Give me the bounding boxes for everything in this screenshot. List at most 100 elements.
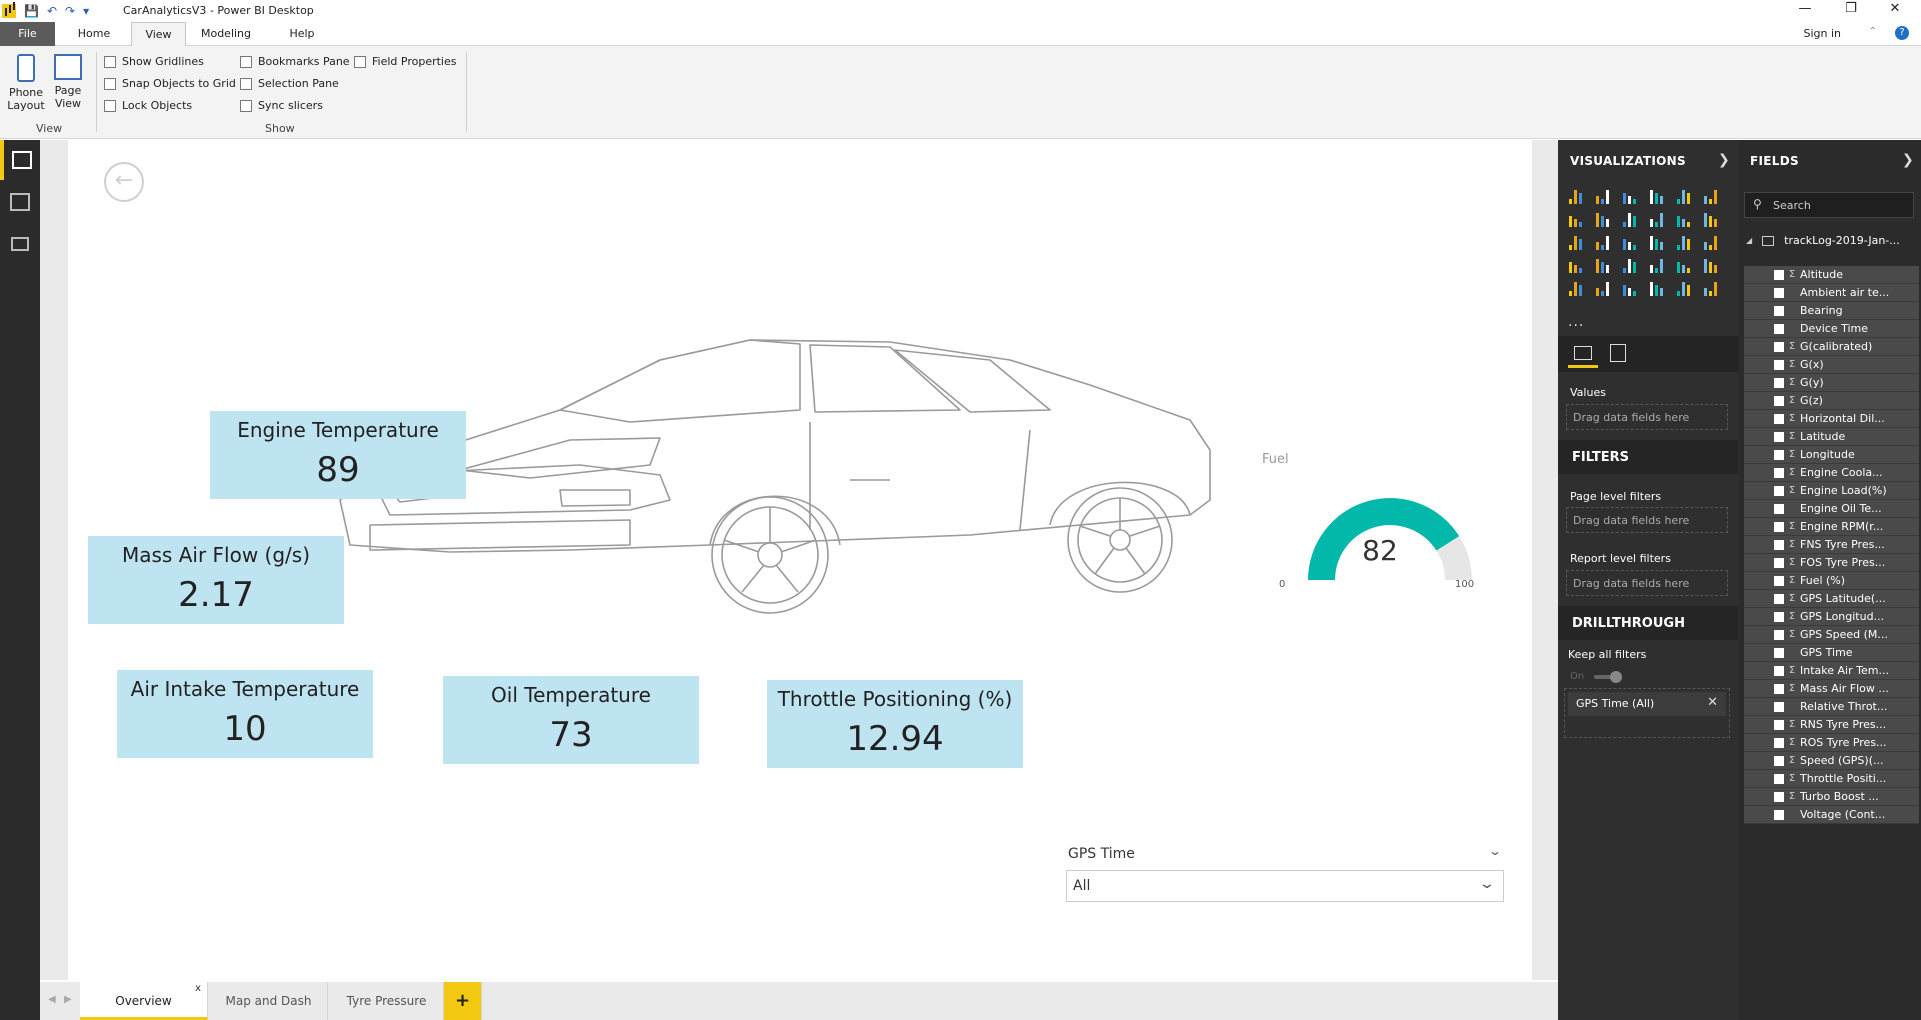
values-drop-zone[interactable]: Drag data fields here — [1566, 404, 1728, 430]
throttle-positioning-card[interactable]: Throttle Positioning (%) 12.94 — [767, 680, 1023, 768]
visual-type-icon[interactable] — [1674, 234, 1692, 252]
save-icon[interactable]: 💾 — [24, 4, 39, 18]
tab-help[interactable]: Help — [289, 27, 315, 40]
field-item[interactable]: Σ ROS Tyre Pres... — [1744, 734, 1919, 752]
visual-type-icon[interactable] — [1701, 211, 1719, 229]
field-item[interactable]: Σ Speed (GPS)(... — [1744, 752, 1919, 770]
field-item[interactable]: Σ Intake Air Tem... — [1744, 662, 1919, 680]
tab-file[interactable]: File — [0, 22, 55, 46]
field-checkbox[interactable] — [1774, 377, 1784, 388]
field-checkbox[interactable] — [1774, 341, 1784, 352]
field-item[interactable]: Σ G(y) — [1744, 374, 1919, 392]
field-item[interactable]: Relative Throt... — [1744, 698, 1919, 716]
field-item[interactable]: Σ Engine Coola... — [1744, 464, 1919, 482]
mass-air-flow-card[interactable]: Mass Air Flow (g/s) 2.17 — [88, 536, 344, 624]
field-checkbox[interactable] — [1774, 539, 1784, 550]
restore-icon[interactable]: ❐ — [1845, 1, 1857, 16]
field-item[interactable]: Σ GPS Speed (M... — [1744, 626, 1919, 644]
visual-type-icon[interactable] — [1647, 257, 1665, 275]
field-checkbox[interactable] — [1774, 449, 1784, 460]
field-checkbox[interactable] — [1774, 737, 1784, 748]
visual-type-icon[interactable] — [1566, 280, 1584, 298]
field-item[interactable]: Σ Turbo Boost ... — [1744, 788, 1919, 806]
field-checkbox[interactable] — [1774, 395, 1784, 406]
field-checkbox[interactable] — [1774, 683, 1784, 694]
redo-icon[interactable]: ↷ — [65, 4, 76, 18]
data-view-button[interactable] — [0, 182, 40, 222]
page-view-button[interactable]: Page View — [50, 54, 86, 110]
field-item[interactable]: Σ Horizontal Dil... — [1744, 410, 1919, 428]
visual-type-icon[interactable] — [1620, 188, 1638, 206]
back-arrow-icon[interactable]: ← — [104, 162, 144, 202]
undo-icon[interactable]: ↶ — [46, 4, 58, 18]
field-checkbox[interactable] — [1774, 611, 1784, 622]
visual-type-icon[interactable] — [1593, 211, 1611, 229]
field-item[interactable]: Σ RNS Tyre Pres... — [1744, 716, 1919, 734]
field-properties-checkbox[interactable]: Field Properties — [354, 55, 456, 68]
keep-filters-toggle[interactable]: On — [1570, 670, 1623, 683]
engine-temperature-card[interactable]: Engine Temperature 89 — [210, 411, 466, 499]
field-item[interactable]: Ambient air te... — [1744, 284, 1919, 302]
expand-triangle-icon[interactable]: ◢ — [1746, 236, 1753, 245]
visual-type-icon[interactable] — [1647, 280, 1665, 298]
visual-type-icon[interactable] — [1701, 188, 1719, 206]
field-item[interactable]: Σ G(calibrated) — [1744, 338, 1919, 356]
field-checkbox[interactable] — [1774, 269, 1784, 280]
field-item[interactable]: Σ Engine RPM(r... — [1744, 518, 1919, 536]
collapse-ribbon-icon[interactable]: ⌃ — [1868, 26, 1877, 37]
visual-type-icon[interactable] — [1647, 211, 1665, 229]
fields-search-input[interactable]: ⚲ Search — [1744, 192, 1914, 218]
collapse-visualizations-icon[interactable]: ❯ — [1718, 152, 1730, 168]
customize-toolbar-icon[interactable]: ▾ — [83, 4, 90, 18]
sync-slicers-checkbox[interactable]: Sync slicers — [240, 99, 323, 112]
visual-type-icon[interactable] — [1674, 211, 1692, 229]
page-tab-map-and-dash[interactable]: Map and Dash — [210, 982, 328, 1020]
field-checkbox[interactable] — [1774, 701, 1784, 712]
visual-type-icon[interactable] — [1566, 234, 1584, 252]
field-item[interactable]: Voltage (Cont... — [1744, 806, 1919, 824]
visual-type-icon[interactable] — [1593, 257, 1611, 275]
gps-time-slicer-dropdown[interactable]: All ⌄ — [1066, 870, 1504, 902]
visual-type-icon[interactable] — [1701, 234, 1719, 252]
field-item[interactable]: Σ G(x) — [1744, 356, 1919, 374]
selection-pane-checkbox[interactable]: Selection Pane — [240, 77, 339, 90]
field-item[interactable]: Engine Oil Te... — [1744, 500, 1919, 518]
field-checkbox[interactable] — [1774, 485, 1784, 496]
visual-type-icon[interactable] — [1620, 211, 1638, 229]
add-page-button[interactable]: + — [444, 982, 482, 1020]
field-item[interactable]: Σ G(z) — [1744, 392, 1919, 410]
visual-type-icon[interactable] — [1674, 188, 1692, 206]
visual-type-icon[interactable] — [1593, 280, 1611, 298]
visual-type-icon[interactable] — [1647, 188, 1665, 206]
field-checkbox[interactable] — [1774, 413, 1784, 424]
visual-type-icon[interactable] — [1566, 211, 1584, 229]
field-checkbox[interactable] — [1774, 791, 1784, 802]
field-checkbox[interactable] — [1774, 305, 1784, 316]
field-item[interactable]: Σ FOS Tyre Pres... — [1744, 554, 1919, 572]
page-tab-tyre-pressure[interactable]: Tyre Pressure — [330, 982, 444, 1020]
page-filters-drop-zone[interactable]: Drag data fields here — [1566, 507, 1728, 533]
snap-objects-checkbox[interactable]: Snap Objects to Grid — [104, 77, 236, 90]
field-item[interactable]: Σ GPS Latitude(... — [1744, 590, 1919, 608]
more-visuals-icon[interactable]: ... — [1568, 314, 1585, 330]
field-item[interactable]: GPS Time — [1744, 644, 1919, 662]
visual-type-icon[interactable] — [1593, 188, 1611, 206]
field-item[interactable]: Bearing — [1744, 302, 1919, 320]
field-item[interactable]: Σ FNS Tyre Pres... — [1744, 536, 1919, 554]
show-gridlines-checkbox[interactable]: Show Gridlines — [104, 55, 204, 68]
phone-layout-button[interactable]: Phone Layout — [6, 54, 46, 112]
visual-type-icon[interactable] — [1620, 234, 1638, 252]
visual-type-icon[interactable] — [1620, 257, 1638, 275]
prev-page-icon[interactable]: ◀ — [48, 994, 56, 1005]
format-paint-roller-icon[interactable] — [1610, 344, 1626, 362]
tab-view[interactable]: View — [131, 22, 186, 47]
field-item[interactable]: Device Time — [1744, 320, 1919, 338]
field-checkbox[interactable] — [1774, 593, 1784, 604]
page-tab-overview[interactable]: Overview x — [80, 982, 208, 1020]
slicer-collapse-chevron-icon[interactable]: ⌄ — [1487, 844, 1503, 858]
visual-type-icon[interactable] — [1620, 280, 1638, 298]
tab-modeling[interactable]: Modeling — [200, 27, 252, 40]
close-icon[interactable]: ✕ — [1889, 1, 1901, 16]
table-node[interactable]: ◢ trackLog-2019-Jan-... — [1746, 234, 1916, 247]
field-checkbox[interactable] — [1774, 719, 1784, 730]
